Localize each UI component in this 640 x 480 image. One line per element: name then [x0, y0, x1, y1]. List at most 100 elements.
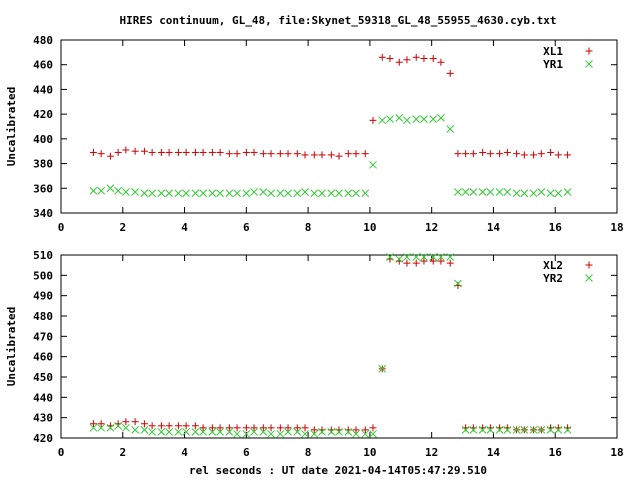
data-point-yr2 — [131, 426, 139, 434]
data-point-yr2-d2 — [344, 428, 353, 436]
data-point-yr1 — [361, 189, 370, 198]
x-tick-label: 4 — [181, 221, 188, 234]
data-point-yr2 — [327, 428, 336, 436]
data-point-yr2 — [446, 253, 455, 261]
data-point-yr2-d2 — [352, 430, 360, 438]
data-point-yr1 — [420, 115, 428, 123]
data-point-yr1 — [97, 186, 106, 195]
data-point-yr2-d2 — [276, 430, 285, 438]
data-point-yr1-d2 — [225, 189, 234, 198]
data-point-yr2-d2 — [216, 428, 224, 436]
data-point-yr1 — [529, 189, 538, 198]
data-point-xl1 — [420, 55, 428, 63]
data-point-yr2-d2 — [420, 253, 428, 261]
data-point-yr1 — [478, 188, 487, 196]
y-tick-label: 480 — [33, 310, 53, 323]
data-point-yr2 — [284, 428, 292, 436]
data-point-yr1-d2 — [352, 189, 360, 198]
data-point-xl1 — [301, 151, 309, 159]
legend-label-yr2: YR2 — [543, 272, 563, 285]
data-point-xl1 — [208, 148, 216, 156]
data-point-yr1-d2 — [412, 115, 421, 123]
x-tick-label: 14 — [487, 446, 501, 459]
data-point-yr1-d2 — [131, 188, 139, 196]
data-point-xl1 — [318, 151, 326, 159]
data-point-xl1 — [378, 53, 386, 61]
data-point-yr2 — [512, 426, 521, 434]
data-point-xl2 — [89, 420, 97, 428]
data-point-yr2 — [335, 428, 343, 436]
data-point-yr1 — [563, 188, 572, 196]
data-point-yr1 — [310, 189, 319, 198]
data-point-yr1-d2 — [242, 189, 251, 198]
data-point-yr1-d2 — [503, 188, 512, 196]
data-point-yr1-d2 — [512, 189, 521, 198]
data-point-xl2 — [191, 422, 199, 430]
data-point-xl2 — [276, 424, 284, 432]
data-point-xl2 — [267, 424, 275, 432]
data-point-yr1 — [182, 189, 190, 198]
data-point-yr1 — [284, 189, 292, 198]
x-tick-label: 16 — [549, 221, 563, 234]
plot-frame — [60, 254, 618, 439]
data-point-yr2-d2 — [97, 423, 106, 432]
data-point-yr1-d2 — [106, 184, 115, 193]
y-tick-label: 510 — [33, 249, 53, 262]
data-point-xl1 — [114, 148, 122, 156]
data-point-yr2-d2 — [546, 426, 555, 434]
x-tick-label: 12 — [425, 446, 438, 459]
x-tick-label: 2 — [119, 221, 126, 234]
data-point-yr2 — [395, 255, 404, 263]
data-point-yr2 — [182, 428, 190, 436]
data-point-yr2-d2 — [529, 426, 538, 434]
legend-marker-yr2-d2 — [585, 274, 593, 282]
y-axis-label: Uncalibrated — [5, 307, 18, 386]
data-point-yr2-d2 — [318, 428, 326, 436]
data-point-yr1-d2 — [191, 189, 200, 198]
data-point-yr2-d2 — [495, 426, 504, 434]
data-point-xl2 — [310, 426, 318, 434]
data-point-yr1 — [412, 115, 421, 123]
data-point-yr1 — [140, 189, 149, 198]
data-point-yr2 — [225, 428, 234, 436]
data-point-yr2 — [344, 428, 353, 436]
x-tick-label: 16 — [549, 446, 563, 459]
data-point-yr1 — [503, 188, 512, 196]
upper-plot-panel: 340 360 380 400 420 440 460 480 0 2 4 6 8 10 12 14 16 18 U… — [5, 34, 624, 234]
x-tick-label: 8 — [305, 221, 312, 234]
data-point-yr2-d2 — [131, 426, 139, 434]
data-point-yr2-d2 — [520, 426, 529, 434]
data-point-yr2 — [369, 430, 377, 438]
data-point-yr2 — [361, 430, 370, 438]
data-point-yr1 — [344, 189, 353, 198]
data-point-yr2 — [503, 426, 512, 434]
data-point-xl1 — [191, 148, 199, 156]
y-tick-label: 460 — [33, 351, 53, 364]
data-point-yr1-d2 — [259, 188, 268, 196]
data-point-yr1-d2 — [327, 189, 336, 198]
data-point-xl2 — [403, 259, 411, 267]
data-point-xl1 — [140, 147, 148, 155]
data-point-xl1 — [386, 55, 394, 63]
data-point-yr2-d2 — [446, 253, 455, 261]
data-point-yr1 — [114, 186, 122, 195]
data-point-yr2-d2 — [437, 253, 445, 261]
y-tick-label: 430 — [33, 412, 53, 425]
data-point-yr2-d2 — [563, 426, 572, 434]
data-point-yr2-d2 — [301, 430, 309, 438]
data-point-yr2 — [216, 428, 224, 436]
data-point-yr2-d2 — [369, 430, 377, 438]
data-point-yr2 — [546, 426, 555, 434]
data-point-yr2-d2 — [403, 253, 411, 261]
data-point-yr2 — [259, 428, 268, 436]
data-point-xl1 — [361, 150, 369, 158]
data-point-yr1 — [537, 188, 546, 196]
data-point-yr1-d2 — [537, 188, 546, 196]
data-point-yr1-d2 — [148, 189, 156, 198]
data-point-yr1 — [386, 115, 394, 123]
data-point-yr2 — [554, 426, 563, 434]
data-point-xl1 — [486, 150, 494, 158]
data-point-yr2-d2 — [122, 423, 130, 432]
data-point-yr1-d2 — [233, 189, 241, 198]
x-tick-label: 18 — [610, 221, 623, 234]
